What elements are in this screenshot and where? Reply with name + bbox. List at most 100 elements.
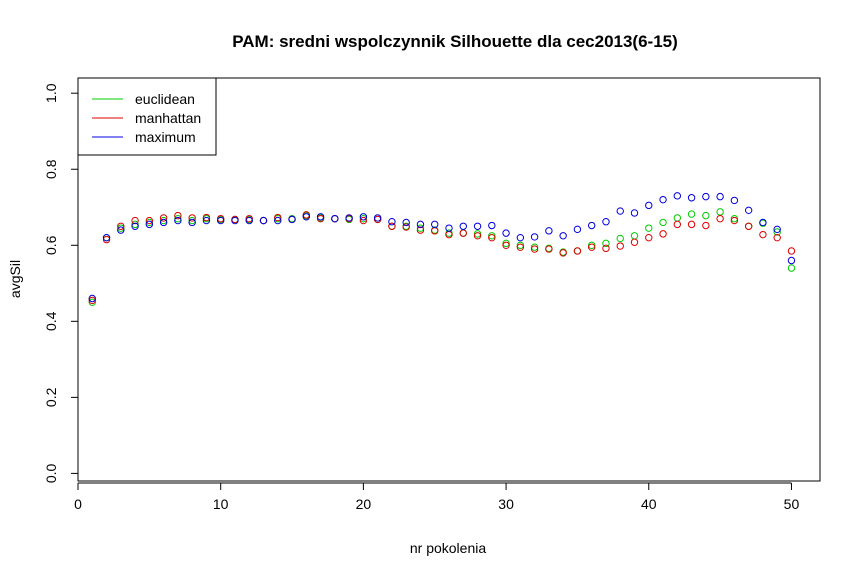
data-point-manhattan	[702, 221, 710, 230]
data-point-euclidean	[616, 234, 624, 243]
y-tick-label: 0.0	[43, 463, 59, 483]
data-point-manhattan	[473, 232, 482, 240]
data-point-manhattan	[502, 241, 510, 249]
data-point-manhattan	[274, 213, 282, 222]
data-point-manhattan	[245, 214, 253, 223]
data-point-manhattan	[673, 220, 682, 229]
data-point-manhattan	[645, 233, 653, 242]
y-tick-label: 0.2	[43, 387, 59, 407]
data-point-manhattan	[559, 249, 567, 257]
data-point-maximum	[431, 220, 439, 229]
data-point-manhattan	[388, 222, 396, 230]
data-point-euclidean	[645, 224, 653, 232]
data-point-maximum	[730, 196, 739, 205]
data-point-maximum	[402, 218, 410, 227]
y-tick-label: 0.4	[43, 311, 59, 331]
data-point-euclidean	[516, 241, 525, 249]
data-point-maximum	[216, 216, 225, 225]
data-point-maximum	[373, 214, 382, 222]
x-axis-label: nr pokolenia	[410, 540, 486, 556]
data-point-euclidean	[687, 210, 696, 218]
data-point-maximum	[488, 221, 496, 230]
data-point-manhattan	[145, 216, 154, 225]
x-tick-label: 20	[356, 496, 372, 512]
data-point-euclidean	[530, 243, 539, 251]
x-tick-label: 10	[213, 496, 229, 512]
data-point-manhattan	[316, 214, 325, 223]
data-point-manhattan	[730, 216, 739, 225]
data-point-maximum	[716, 192, 724, 201]
data-point-manhattan	[117, 222, 125, 230]
data-point-euclidean	[488, 232, 496, 240]
data-point-euclidean	[773, 228, 781, 236]
data-point-manhattan	[716, 214, 724, 223]
data-point-maximum	[573, 225, 582, 234]
legend-box	[77, 77, 217, 156]
data-point-manhattan	[545, 245, 553, 253]
legend-label-euclidean: euclidean	[135, 91, 195, 107]
data-point-maximum	[288, 215, 296, 224]
data-point-euclidean	[159, 216, 168, 225]
data-point-manhattan	[216, 214, 225, 223]
data-point-euclidean	[587, 241, 596, 249]
series-maximum	[88, 192, 796, 303]
data-point-euclidean	[416, 224, 425, 232]
x-axis: 0 10 20 30 40 50	[74, 482, 800, 512]
data-point-maximum	[616, 207, 624, 215]
x-tick-label: 50	[784, 496, 800, 512]
y-tick-label: 0.6	[43, 235, 59, 255]
data-point-manhattan	[459, 229, 467, 237]
data-point-maximum	[673, 192, 682, 200]
legend-label-manhattan: manhattan	[135, 110, 201, 126]
data-point-manhattan	[102, 235, 111, 244]
data-point-manhattan	[402, 223, 410, 231]
data-point-maximum	[516, 233, 525, 242]
y-tick-label: 1.0	[43, 83, 59, 103]
data-point-maximum	[245, 216, 253, 225]
data-point-manhattan	[773, 233, 781, 242]
data-point-maximum	[744, 206, 753, 215]
data-point-maximum	[131, 222, 139, 230]
data-point-maximum	[687, 194, 696, 202]
data-point-manhattan	[174, 211, 182, 220]
data-point-euclidean	[174, 214, 182, 223]
data-point-euclidean	[188, 216, 196, 225]
data-point-euclidean	[473, 230, 482, 238]
data-point-manhattan	[488, 233, 496, 242]
data-point-maximum	[359, 213, 368, 221]
data-point-manhattan	[416, 226, 425, 234]
data-point-euclidean	[88, 298, 96, 307]
data-point-maximum	[117, 226, 125, 234]
data-point-maximum	[473, 222, 482, 230]
data-point-euclidean	[131, 220, 139, 229]
data-point-maximum	[331, 214, 339, 223]
data-point-euclidean	[602, 239, 610, 248]
data-point-maximum	[188, 218, 196, 227]
data-point-maximum	[602, 218, 610, 226]
data-point-euclidean	[117, 224, 125, 232]
data-point-maximum	[759, 218, 767, 227]
data-point-manhattan	[602, 244, 610, 253]
legend: euclidean manhattan maximum	[77, 77, 217, 156]
legend-label-maximum: maximum	[135, 129, 196, 145]
chart-title: PAM: sredni wspolczynnik Silhouette dla …	[232, 32, 678, 51]
data-point-manhattan	[659, 230, 667, 238]
data-point-maximum	[159, 218, 168, 227]
data-point-maximum	[231, 216, 239, 225]
data-point-maximum	[659, 195, 667, 204]
data-point-maximum	[145, 220, 154, 229]
data-point-manhattan	[759, 230, 767, 239]
data-point-manhattan	[630, 238, 639, 246]
data-point-maximum	[416, 220, 425, 229]
data-point-maximum	[530, 233, 539, 241]
data-point-manhattan	[616, 242, 624, 250]
data-point-maximum	[559, 232, 567, 240]
data-point-maximum	[545, 227, 553, 235]
data-point-manhattan	[587, 243, 596, 251]
y-axis: 0.0 0.2 0.4 0.6 0.8 1.0	[43, 83, 79, 483]
data-point-euclidean	[359, 214, 368, 223]
data-point-maximum	[274, 216, 282, 225]
data-point-maximum	[102, 233, 111, 242]
data-point-euclidean	[659, 218, 667, 227]
